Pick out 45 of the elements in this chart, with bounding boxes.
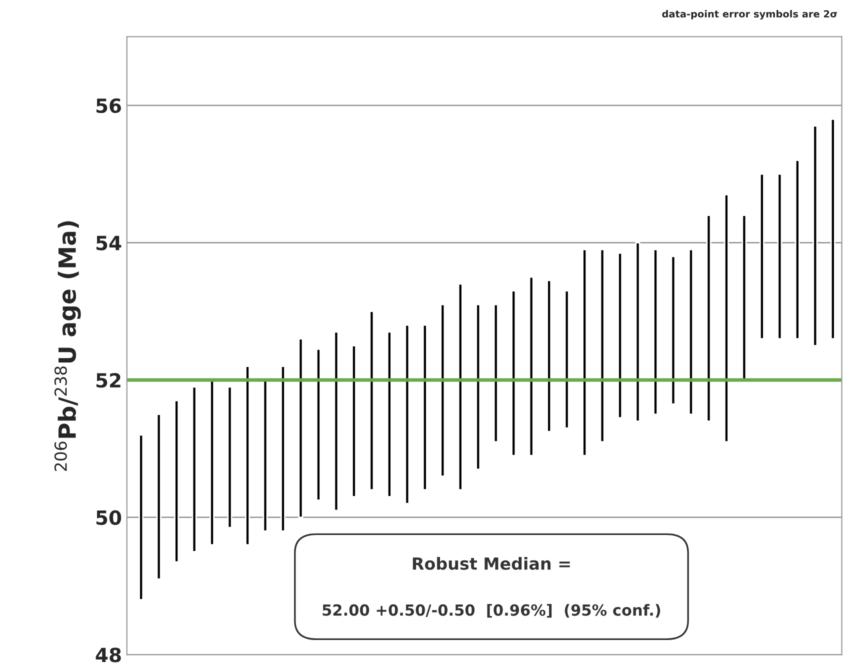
bar — [635, 242, 640, 422]
y-tick-label: 52 — [96, 372, 120, 388]
bar — [653, 248, 658, 416]
bar — [280, 366, 286, 532]
bar — [156, 414, 162, 580]
bar — [476, 304, 481, 470]
bar — [528, 276, 534, 456]
bar — [245, 366, 250, 546]
bar — [493, 304, 498, 443]
bar — [404, 324, 410, 504]
bar — [564, 290, 570, 429]
bar — [582, 248, 588, 456]
bar — [794, 160, 800, 340]
annotation: Robust Median = — [412, 556, 570, 570]
bar — [511, 290, 516, 456]
bar — [138, 434, 144, 600]
bar — [422, 324, 428, 491]
bar — [440, 304, 446, 477]
annotation: 52.00 +0.50/-0.50 [0.96%] (95% conf.) — [322, 604, 660, 618]
y-tick-label: 48 — [96, 648, 121, 662]
bar — [724, 194, 729, 443]
bar — [688, 248, 694, 416]
bar — [174, 400, 180, 563]
y-tick-label: 50 — [96, 510, 122, 525]
bar — [334, 331, 339, 512]
bar — [812, 125, 818, 346]
bar — [830, 118, 836, 340]
bar — [546, 280, 552, 432]
bar — [618, 252, 623, 418]
y-axis-title: $^{206}$Pb/$^{238}$U age (Ma) — [54, 221, 81, 471]
y-tick-label: 54 — [96, 236, 122, 250]
bar — [227, 386, 232, 528]
bar — [458, 283, 463, 491]
bar — [351, 344, 356, 498]
text: data-point error symbols are 2σ — [662, 10, 838, 20]
bar — [777, 173, 782, 340]
bar — [759, 173, 764, 340]
bar — [192, 386, 197, 552]
y-tick-label: 56 — [96, 98, 121, 114]
bar — [706, 214, 712, 422]
bar — [316, 348, 321, 501]
bar — [600, 248, 605, 443]
bar — [369, 310, 374, 491]
bar — [386, 331, 392, 498]
bar — [298, 338, 304, 518]
